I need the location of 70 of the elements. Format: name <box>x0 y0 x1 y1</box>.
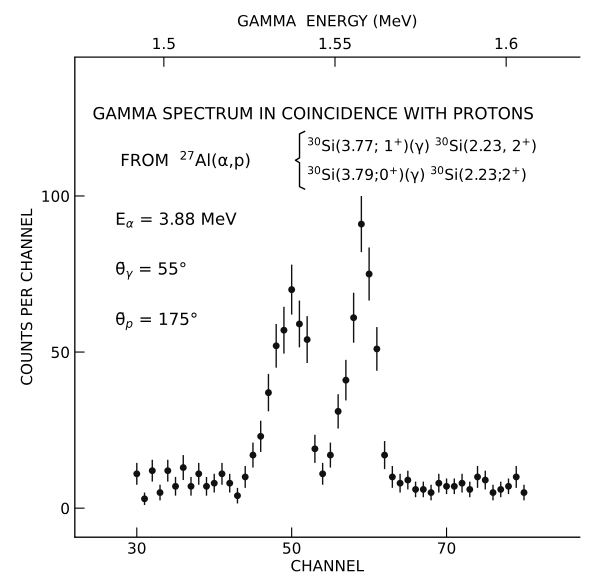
point <box>334 408 342 415</box>
y-axis-title: COUNTS PER CHANNEL <box>20 208 32 385</box>
point <box>396 480 404 487</box>
point <box>141 495 148 502</box>
point <box>133 470 140 478</box>
point <box>195 470 202 478</box>
point <box>249 452 256 459</box>
point <box>420 486 427 493</box>
point <box>148 467 156 474</box>
point <box>180 464 187 472</box>
point <box>272 342 280 350</box>
point <box>520 489 528 496</box>
point <box>280 326 288 334</box>
point <box>350 314 358 322</box>
point <box>319 470 326 478</box>
point <box>188 482 194 490</box>
point <box>404 476 412 484</box>
y-tick-label: 50 <box>52 346 69 358</box>
point <box>512 473 520 480</box>
x2-tick-label: 1.55 <box>320 38 351 50</box>
point <box>342 376 350 384</box>
point <box>288 286 296 294</box>
point <box>257 432 264 440</box>
point <box>412 486 420 493</box>
point <box>373 345 380 352</box>
annotation: GAMMA SPECTRUM IN COINCIDENCE WITH PROTONS <box>93 106 533 120</box>
point <box>474 473 481 480</box>
annotation: θ̄$_{p}$ = 175° <box>116 312 197 330</box>
point <box>366 270 373 278</box>
x-tick-label: 30 <box>128 542 146 554</box>
point <box>443 482 450 490</box>
point <box>450 482 458 490</box>
point <box>435 480 442 487</box>
point <box>156 489 164 496</box>
x-tick-label: 70 <box>438 542 456 554</box>
x2-tick-label: 1.6 <box>496 38 518 50</box>
annotation: θ̄$_{γ}$ = 55° <box>116 262 186 280</box>
y-tick-label: 0 <box>61 502 69 514</box>
point <box>358 220 365 228</box>
x2-axis-title: GAMMA ENERGY (MeV) <box>238 14 416 28</box>
point <box>311 445 318 452</box>
x-axis-title: CHANNEL <box>291 560 364 572</box>
point <box>466 486 474 493</box>
point <box>304 336 311 344</box>
point <box>218 470 226 478</box>
point <box>210 480 218 487</box>
x2-tick-label: 1.5 <box>153 38 175 50</box>
point <box>482 476 489 484</box>
point <box>490 489 496 496</box>
point <box>226 480 234 487</box>
annotation: FROM $^{27}$Al(α,p) <box>122 150 250 170</box>
y-tick-label: 100 <box>42 190 69 202</box>
point <box>505 482 512 490</box>
point <box>234 492 241 500</box>
point <box>388 473 396 480</box>
point <box>242 473 249 480</box>
annotation: E$_{α}$ = 3.88 MeV <box>116 212 236 228</box>
point <box>428 489 435 496</box>
point <box>458 480 466 487</box>
point <box>203 482 210 490</box>
annotation: $^{30}$Si(3.79;0$^{+}$)(γ) $^{30}$Si(2.23;2$^{+}$) <box>308 166 526 184</box>
point <box>296 320 303 328</box>
point <box>326 452 334 459</box>
point <box>381 452 388 459</box>
annotation: $^{30}$Si(3.77; 1$^{+}$)(γ) $^{30}$Si(2.23, 2$^{+}$) <box>308 137 536 154</box>
point <box>172 482 179 490</box>
point <box>264 389 272 396</box>
point <box>164 467 172 474</box>
point <box>497 486 504 493</box>
x-tick-label: 50 <box>283 542 300 554</box>
